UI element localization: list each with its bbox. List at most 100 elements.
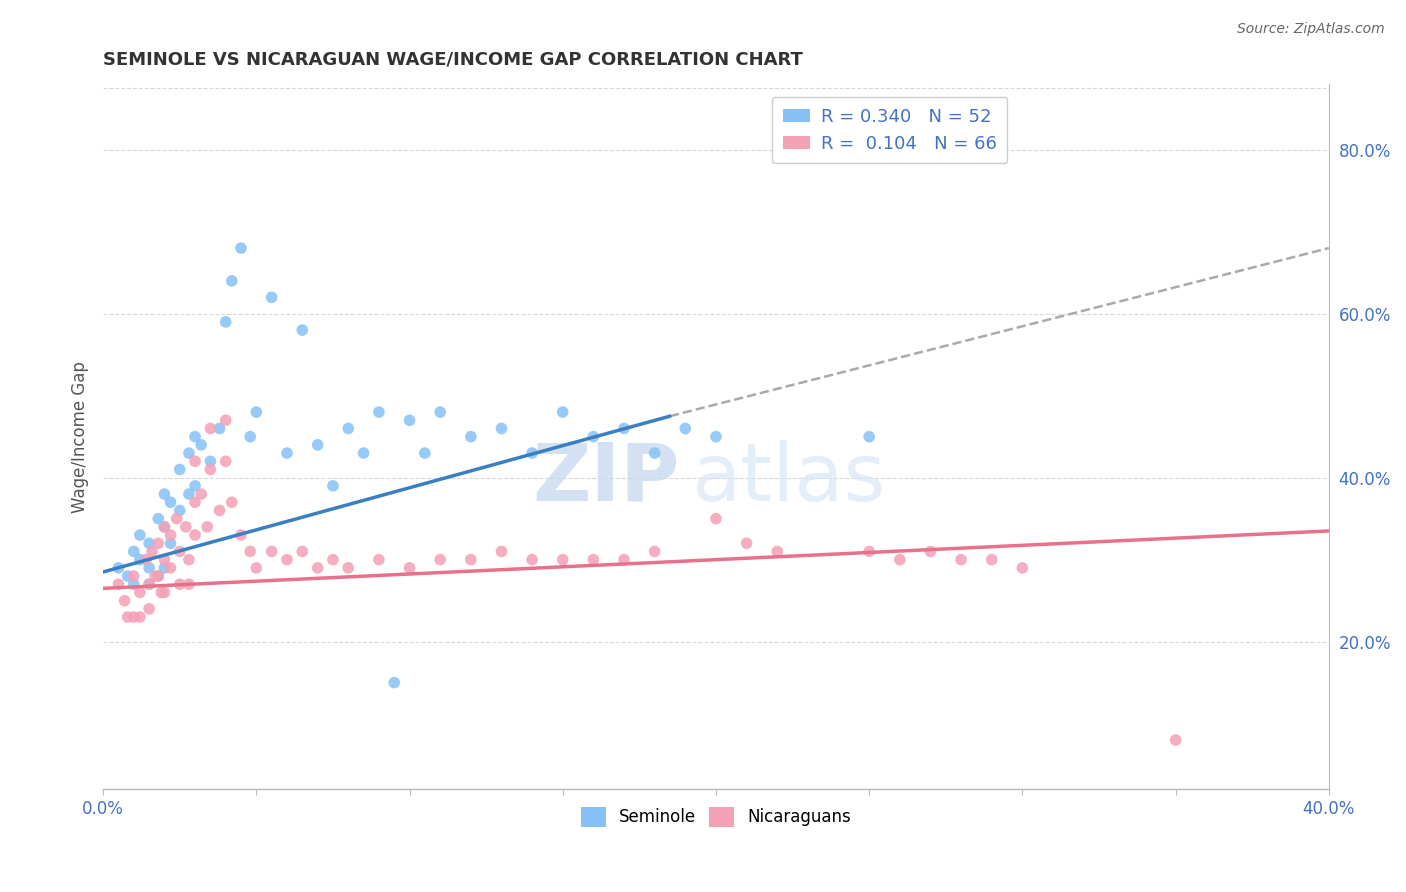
Text: Source: ZipAtlas.com: Source: ZipAtlas.com [1237, 22, 1385, 37]
Point [260, 544, 283, 558]
Point [129, 610, 152, 624]
Point [153, 552, 176, 566]
Point [367, 405, 389, 419]
Point [138, 561, 160, 575]
Point [184, 479, 207, 493]
Point [704, 511, 727, 525]
Point [107, 561, 129, 575]
Point [920, 544, 942, 558]
Point [177, 577, 200, 591]
Legend: Seminole, Nicaraguans: Seminole, Nicaraguans [574, 800, 858, 834]
Point [200, 462, 222, 476]
Point [520, 446, 543, 460]
Point [613, 421, 636, 435]
Point [195, 520, 218, 534]
Point [200, 421, 222, 435]
Point [460, 430, 482, 444]
Point [148, 536, 170, 550]
Point [135, 552, 157, 566]
Point [221, 495, 243, 509]
Point [307, 438, 329, 452]
Point [153, 561, 176, 575]
Y-axis label: Wage/Income Gap: Wage/Income Gap [72, 360, 89, 513]
Point [239, 544, 262, 558]
Text: atlas: atlas [692, 440, 886, 518]
Point [322, 552, 344, 566]
Point [582, 430, 605, 444]
Point [1164, 733, 1187, 747]
Point [153, 520, 176, 534]
Point [613, 552, 636, 566]
Point [460, 552, 482, 566]
Point [413, 446, 436, 460]
Point [644, 446, 666, 460]
Point [980, 552, 1002, 566]
Point [153, 520, 176, 534]
Point [169, 544, 191, 558]
Point [184, 454, 207, 468]
Point [429, 405, 451, 419]
Point [520, 552, 543, 566]
Point [129, 552, 152, 566]
Point [143, 569, 166, 583]
Point [950, 552, 973, 566]
Point [174, 520, 197, 534]
Point [153, 585, 176, 599]
Point [138, 536, 160, 550]
Point [141, 544, 163, 558]
Point [491, 544, 513, 558]
Point [337, 421, 360, 435]
Point [208, 421, 231, 435]
Point [889, 552, 911, 566]
Point [159, 528, 181, 542]
Point [169, 462, 191, 476]
Point [429, 552, 451, 566]
Point [177, 552, 200, 566]
Point [245, 405, 267, 419]
Point [307, 561, 329, 575]
Point [184, 528, 207, 542]
Point [245, 561, 267, 575]
Point [117, 569, 139, 583]
Point [491, 421, 513, 435]
Point [190, 438, 212, 452]
Point [215, 454, 238, 468]
Point [117, 610, 139, 624]
Point [353, 446, 375, 460]
Point [367, 552, 389, 566]
Text: ZIP: ZIP [531, 440, 679, 518]
Point [169, 577, 191, 591]
Point [208, 503, 231, 517]
Point [858, 430, 880, 444]
Point [239, 430, 262, 444]
Point [337, 561, 360, 575]
Point [122, 544, 145, 558]
Point [177, 487, 200, 501]
Point [184, 430, 207, 444]
Point [291, 544, 314, 558]
Point [169, 503, 191, 517]
Point [159, 536, 181, 550]
Point [276, 446, 298, 460]
Point [382, 675, 405, 690]
Point [148, 569, 170, 583]
Point [215, 413, 238, 427]
Point [138, 577, 160, 591]
Point [582, 552, 605, 566]
Point [122, 569, 145, 583]
Point [129, 528, 152, 542]
Point [398, 561, 420, 575]
Point [129, 585, 152, 599]
Point [148, 511, 170, 525]
Point [122, 610, 145, 624]
Point [138, 577, 160, 591]
Point [114, 593, 136, 607]
Point [766, 544, 789, 558]
Point [673, 421, 696, 435]
Point [551, 552, 574, 566]
Point [735, 536, 758, 550]
Point [215, 315, 238, 329]
Point [276, 552, 298, 566]
Point [184, 495, 207, 509]
Point [221, 274, 243, 288]
